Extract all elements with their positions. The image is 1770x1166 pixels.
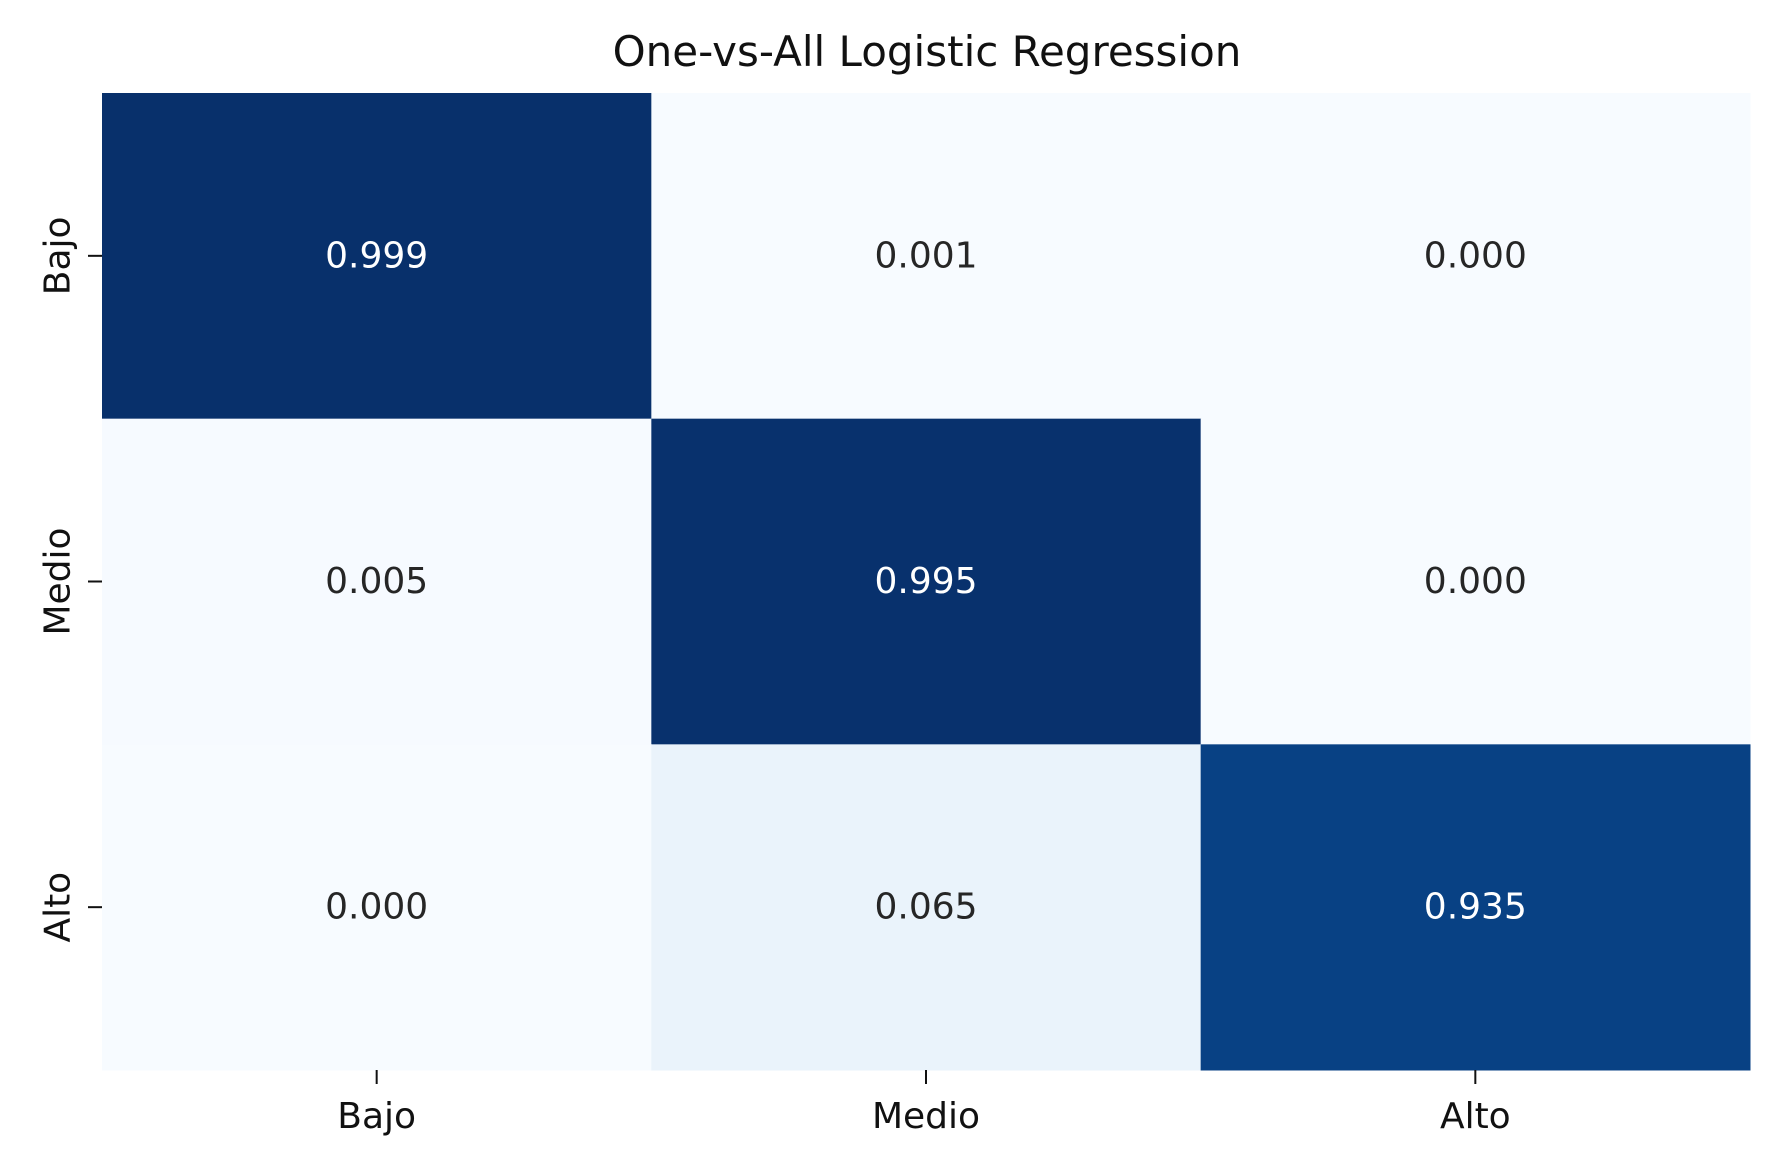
heatmap-cell	[1200, 744, 1751, 1071]
heatmap-cell-labels: 0.999 0.001 0.000 0.005 0.995 0.000 0.000 0.065…	[325, 235, 1527, 927]
heatmap-cell	[651, 418, 1202, 745]
x-tick-label: Bajo	[337, 1096, 416, 1137]
cell-value-label: 0.065	[874, 887, 977, 928]
x-tick-label: Medio	[872, 1096, 980, 1137]
x-tick-label: Alto	[1440, 1096, 1511, 1137]
cell-value-label: 0.999	[325, 235, 428, 276]
y-tick-label: Alto	[38, 872, 79, 943]
cell-value-label: 0.000	[325, 887, 428, 928]
heatmap-cell	[1200, 93, 1751, 420]
cell-value-label: 0.005	[325, 561, 428, 602]
y-tick-label: Bajo	[38, 216, 79, 295]
chart-title: One-vs-All Logistic Regression	[613, 27, 1242, 76]
cell-value-label: 0.935	[1424, 887, 1527, 928]
cell-value-label: 0.001	[874, 235, 977, 276]
cell-value-label: 0.000	[1424, 561, 1527, 602]
heatmap-cell	[102, 744, 652, 1071]
heatmap-cell	[102, 418, 652, 745]
heatmap-cell	[651, 744, 1202, 1071]
cell-value-label: 0.995	[874, 561, 977, 602]
y-tick-label: Medio	[38, 527, 79, 635]
y-axis: Bajo Medio Alto	[38, 216, 102, 943]
x-axis: Bajo Medio Alto	[337, 1070, 1511, 1137]
heatmap-cell	[651, 93, 1202, 420]
heatmap-cells	[102, 93, 1751, 1071]
heatmap-cell	[1200, 418, 1751, 745]
cell-value-label: 0.000	[1424, 235, 1527, 276]
heatmap-cell	[102, 93, 652, 420]
